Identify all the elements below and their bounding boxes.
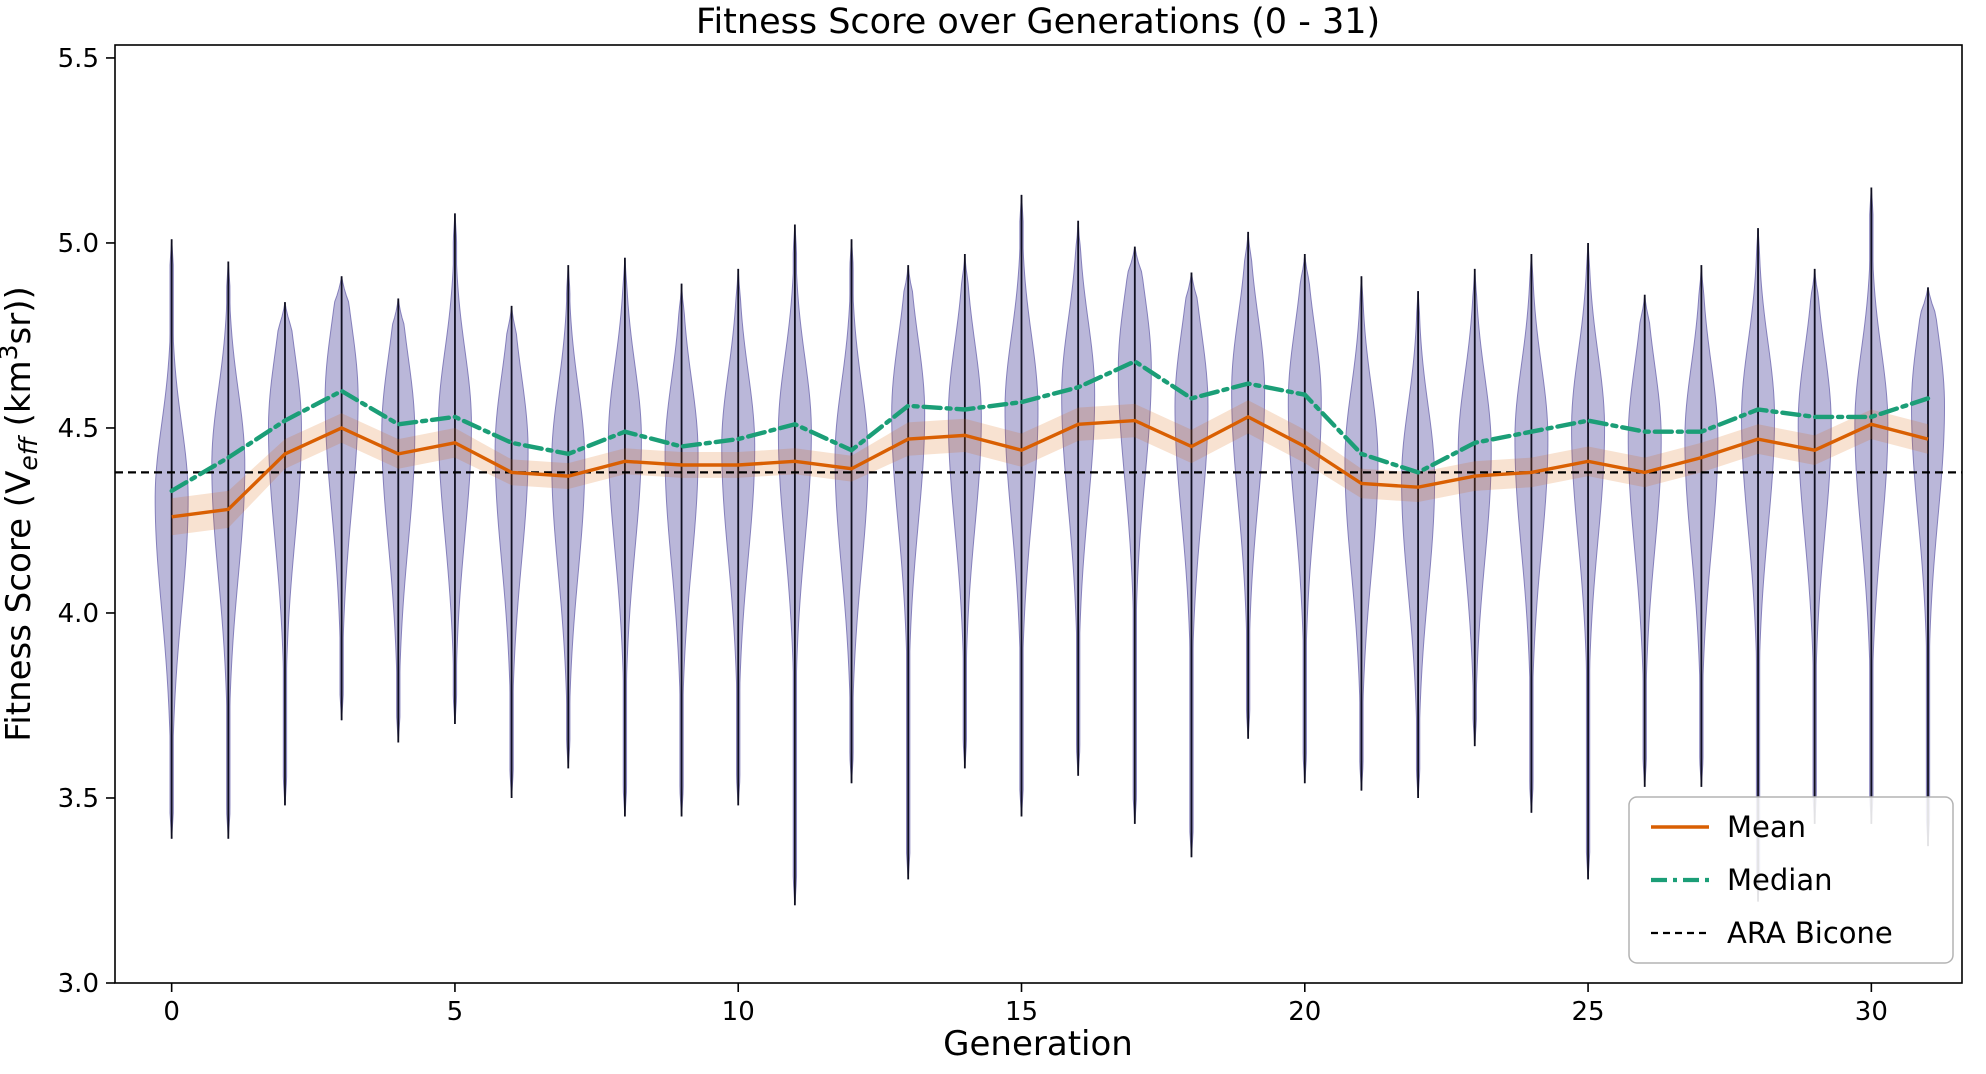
legend: Mean Median ARA Bicone bbox=[1628, 796, 1954, 964]
y-tick-label: 3.5 bbox=[58, 784, 99, 814]
chart-title: Fitness Score over Generations (0 - 31) bbox=[696, 2, 1380, 42]
mean-band bbox=[171, 400, 1929, 536]
legend-median-label: Median bbox=[1727, 863, 1832, 897]
x-tick-label: 10 bbox=[722, 997, 755, 1027]
y-tick-label: 4.5 bbox=[58, 414, 99, 444]
mean-band-layer bbox=[171, 400, 1929, 536]
y-tick-label: 5.0 bbox=[58, 229, 99, 259]
x-tick-label: 5 bbox=[447, 997, 464, 1027]
x-tick-label: 30 bbox=[1855, 997, 1888, 1027]
x-tick-label: 25 bbox=[1572, 997, 1605, 1027]
y-label-suffix: sr)) bbox=[0, 286, 39, 344]
axis-tick-layer: 0 5 10 15 20 25 30 3.0 3.5 4.0 4.5 5.0 5.5 bbox=[58, 44, 1888, 1027]
series-line-layer bbox=[169, 358, 1931, 519]
y-axis-label: Fitness Score (Veff (km3sr)) bbox=[0, 286, 43, 742]
x-axis-label: Generation bbox=[943, 1024, 1133, 1064]
legend-box bbox=[1628, 796, 1954, 964]
y-label-prefix: Fitness Score (V bbox=[0, 471, 39, 742]
y-tick-label: 3.0 bbox=[58, 969, 99, 999]
x-tick-label: 0 bbox=[163, 997, 180, 1027]
x-tick-label: 20 bbox=[1288, 997, 1321, 1027]
plot-border bbox=[114, 44, 1963, 984]
mean-line bbox=[171, 414, 1929, 519]
violin-layer bbox=[154, 187, 1946, 906]
y-tick-label: 5.5 bbox=[58, 44, 99, 74]
y-label-mid: (km bbox=[0, 360, 39, 437]
legend-ara-label: ARA Bicone bbox=[1727, 916, 1893, 950]
x-tick-label: 15 bbox=[1005, 997, 1038, 1027]
legend-mean-label: Mean bbox=[1727, 810, 1806, 844]
median-line bbox=[169, 358, 1931, 494]
y-tick-label: 4.0 bbox=[58, 599, 99, 629]
y-label-superscript: 3 bbox=[0, 344, 23, 360]
y-label-subscript: eff bbox=[14, 434, 43, 470]
